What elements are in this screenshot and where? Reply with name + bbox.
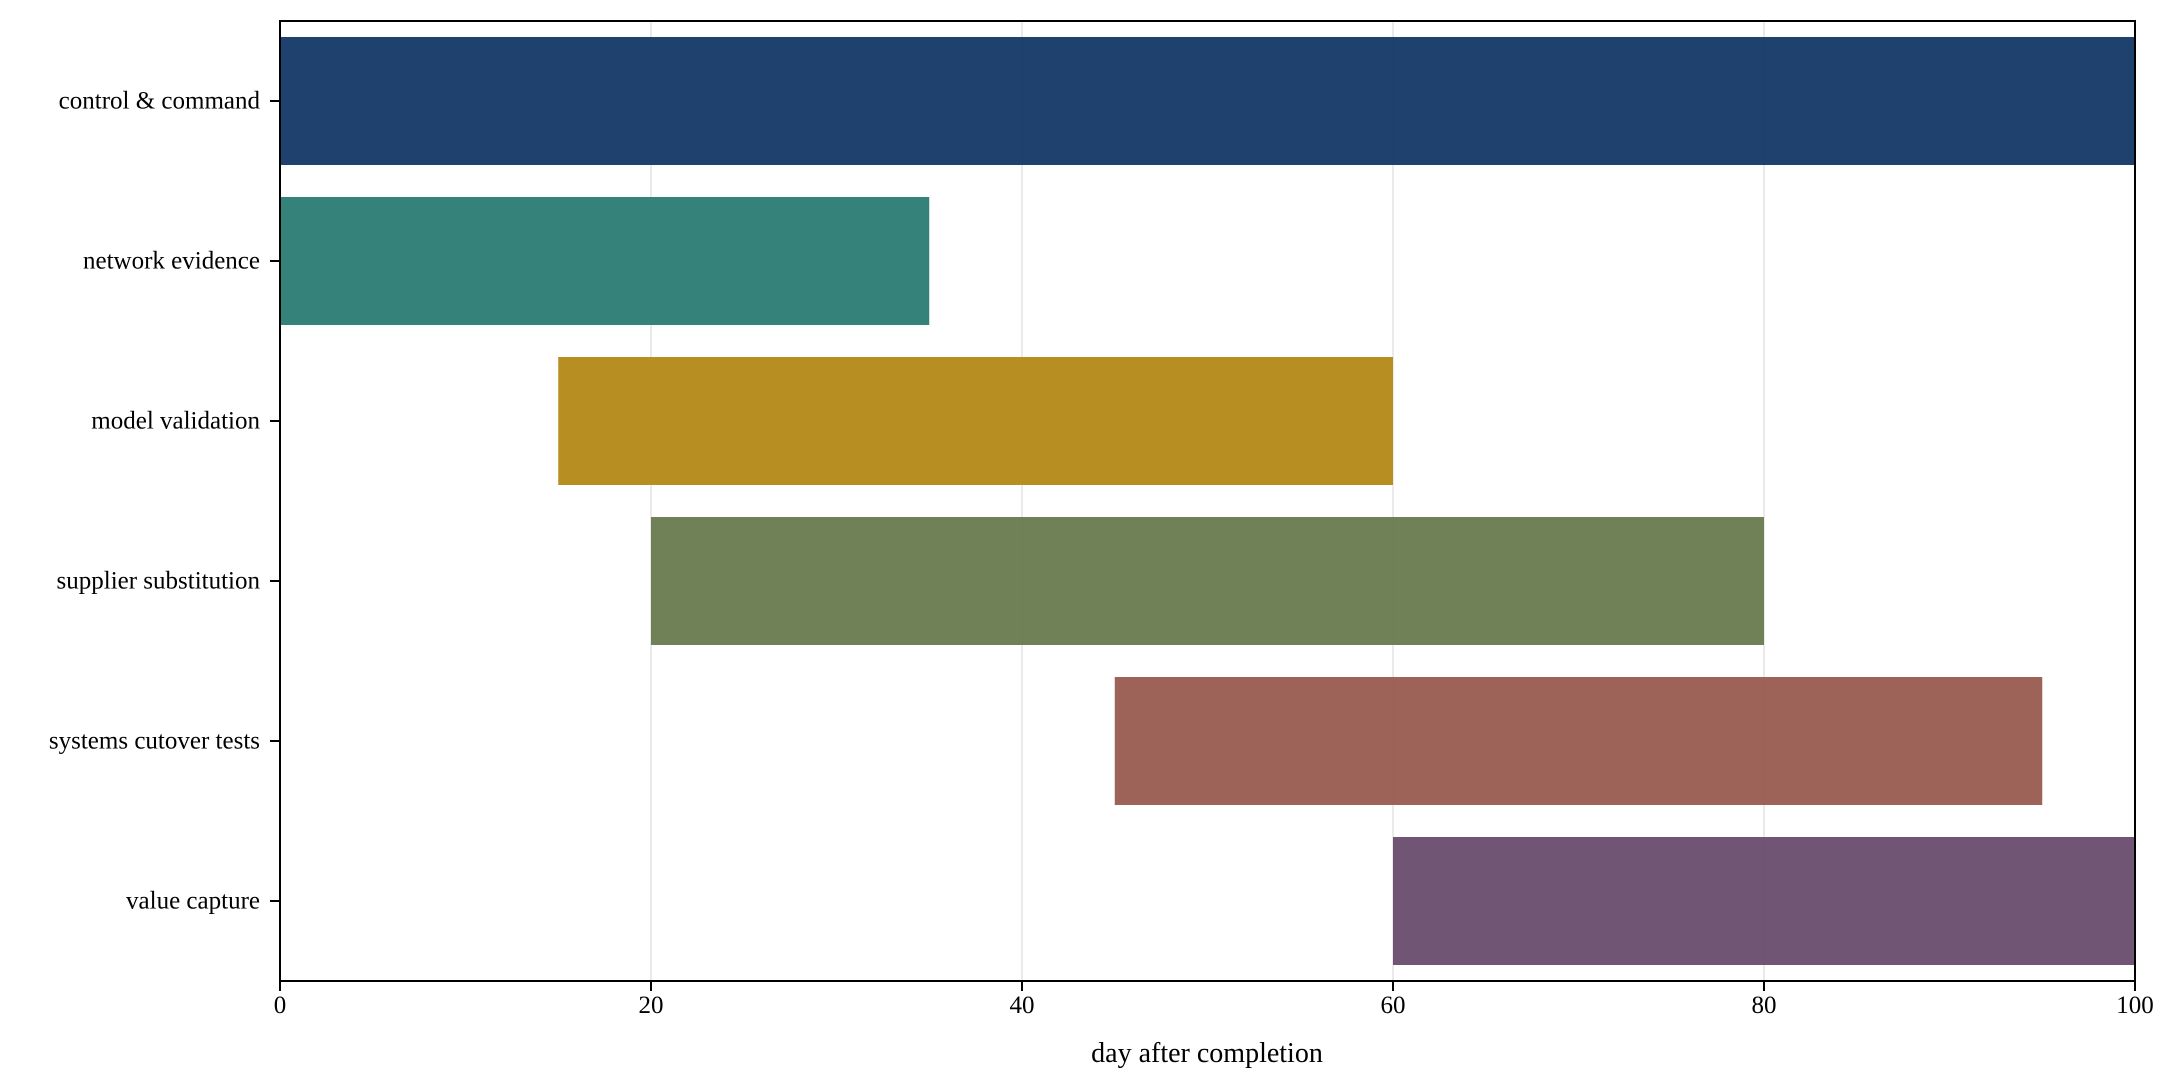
gantt-bar-3 (651, 517, 1764, 645)
gantt-bar-1 (280, 197, 930, 325)
y-tick-label-2: model validation (91, 408, 260, 435)
gantt-bar-4 (1114, 677, 2043, 805)
gantt-bar-5 (1393, 837, 2135, 965)
bars-layer (280, 37, 2135, 965)
y-tick-label-0: control & command (59, 88, 261, 115)
axes-layer: control & command network evidence model v… (49, 20, 2154, 1019)
gantt-bar-0 (280, 37, 2135, 165)
y-tick-label-5: value capture (126, 888, 260, 915)
y-tick-label-3: supplier substitution (57, 568, 261, 595)
gantt-bar-2 (558, 357, 1393, 485)
x-tick-label-2: 40 (1010, 992, 1035, 1019)
x-tick-label-1: 20 (639, 992, 664, 1019)
x-tick-label-0: 0 (274, 992, 287, 1019)
x-tick-label-5: 100 (2116, 992, 2154, 1019)
x-tick-label-3: 60 (1381, 992, 1406, 1019)
x-axis-label: day after completion (1091, 1038, 1323, 1069)
y-tick-label-1: network evidence (83, 248, 260, 275)
y-tick-label-4: systems cutover tests (49, 728, 260, 755)
x-tick-label-4: 80 (1752, 992, 1777, 1019)
plot-frame (279, 20, 2136, 982)
